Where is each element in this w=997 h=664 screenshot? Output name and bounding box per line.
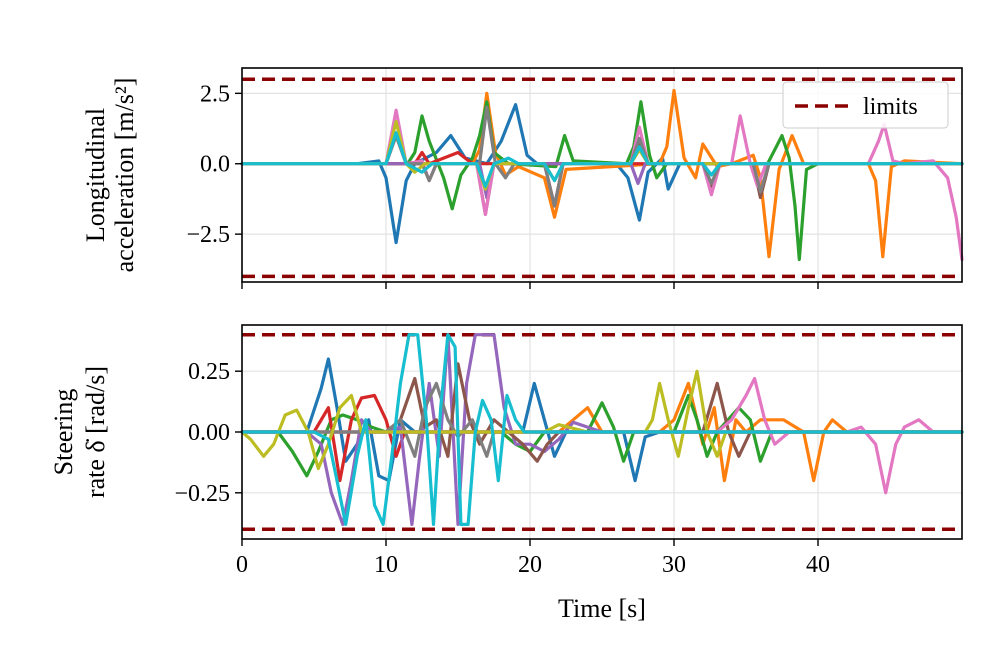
top-series-s10 xyxy=(240,131,964,188)
bot-xtick-label-2: 20 xyxy=(518,552,542,578)
bot-ytick-label-0: 0.25 xyxy=(188,359,230,385)
bot-xtick-label-0: 0 xyxy=(236,552,248,578)
top-series-s2 xyxy=(240,88,964,259)
top-series-s9 xyxy=(240,119,964,191)
top-series-lines xyxy=(240,88,964,262)
bot-ytick-label-1: 0.00 xyxy=(188,420,230,446)
top-series-s6 xyxy=(240,134,964,216)
top-ticks: 2.5 0.0 −2.5 xyxy=(186,81,819,289)
top-axes-frame xyxy=(241,67,963,283)
bot-xtick-label-3: 30 xyxy=(662,552,686,578)
bot-series-s4 xyxy=(240,393,964,483)
bot-xtick-label-4: 40 xyxy=(806,552,830,578)
legend-box xyxy=(782,81,949,129)
top-series-s7 xyxy=(240,108,964,262)
top-ytick-label-0: 2.5 xyxy=(200,81,230,107)
top-ytick-label-2: −2.5 xyxy=(186,222,230,248)
top-panel: 2.5 0.0 −2.5 Longitudinal acceleration [m/… xyxy=(81,67,964,289)
bot-series-s5 xyxy=(240,333,964,527)
top-ytick-label-1: 0.0 xyxy=(200,152,230,178)
top-ylabel-line1: Longitudinal xyxy=(81,108,110,242)
bot-ytick-label-2: −0.25 xyxy=(174,481,230,507)
bottom-ylabel-line1: Steering xyxy=(49,389,78,476)
bottom-ylabel-line2: rate δ̇ [rad/s] xyxy=(81,366,110,498)
bot-series-s6 xyxy=(240,362,964,463)
top-limit-lines xyxy=(242,77,962,279)
bottom-panel: 0.25 0.00 −0.25 0 10 20 30 40 Steering rate δ̇ … xyxy=(49,324,964,623)
top-ylabel-line2: acceleration [m/s²] xyxy=(110,78,139,273)
legend: limits xyxy=(782,81,949,129)
bot-series-s1 xyxy=(240,357,964,483)
bot-xtick-label-1: 10 xyxy=(374,552,398,578)
bot-series-s10 xyxy=(240,333,964,527)
bottom-limit-lines xyxy=(242,332,962,532)
legend-limits-label: limits xyxy=(863,94,918,120)
x-axis-label: Time [s] xyxy=(558,594,646,623)
top-series-s3 xyxy=(240,100,964,262)
bottom-ticks: 0.25 0.00 −0.25 0 10 20 30 40 xyxy=(174,359,830,578)
bottom-series-lines xyxy=(240,333,964,527)
